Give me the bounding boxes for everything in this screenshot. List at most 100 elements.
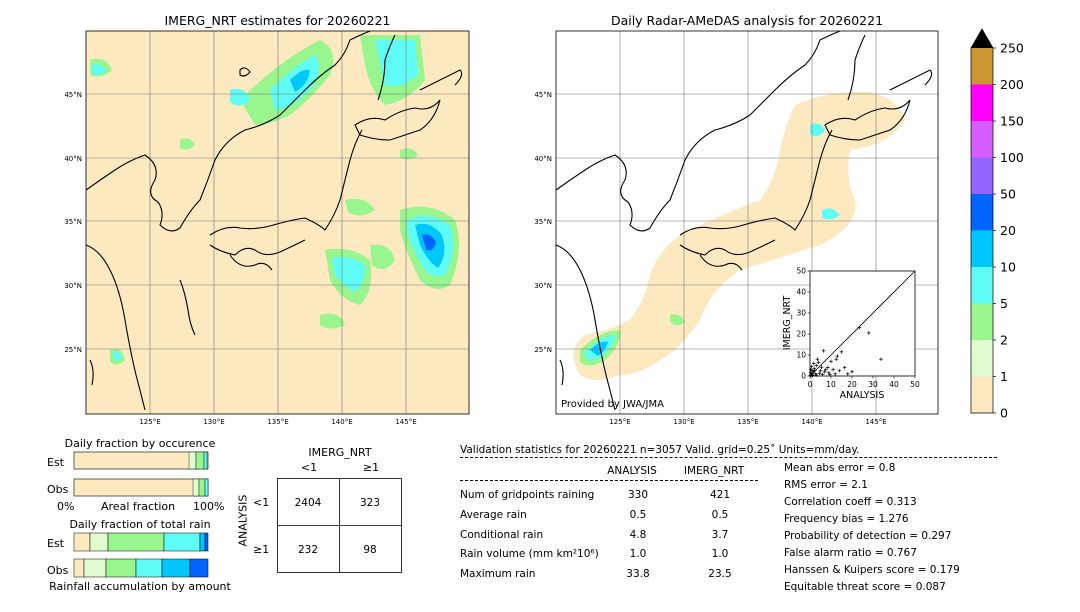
colorbar-tick-label: 50 [1000, 187, 1016, 202]
scatter-ylabel: IMERG_NRT [782, 296, 793, 351]
occurrence-bars [73, 451, 209, 497]
left-map-frame [85, 30, 470, 415]
stat-label: Rain volume (mm km²10⁶) [460, 548, 599, 560]
right-lon-label: 135°E [737, 418, 758, 426]
score-line: Correlation coeff = 0.313 [784, 496, 917, 508]
scatter-y-tick: 0 [801, 372, 806, 381]
colorbar-tick-label: 0 [1000, 406, 1008, 421]
stat-analysis: 1.0 [629, 548, 647, 560]
score-line: RMS error = 2.1 [784, 479, 868, 491]
scatter-y-tick: 50 [796, 267, 806, 276]
score-line: Probability of detection = 0.297 [784, 530, 952, 542]
score-line: Hanssen & Kuipers score = 0.179 [784, 564, 960, 576]
right-lat-label: 40°N [534, 155, 552, 163]
colorbar-tick-label: 2 [1000, 333, 1008, 348]
colorbar-segment [971, 230, 993, 267]
contingency-row-label: <1 [253, 496, 270, 509]
left-lon-label: 125°E [139, 418, 160, 426]
left-lat-label: 35°N [64, 218, 82, 226]
scatter-x-tick: 20 [847, 380, 857, 389]
stat-imerg: 1.0 [711, 548, 729, 560]
left-rain-patches [90, 35, 459, 365]
total-rain-bars [73, 532, 209, 578]
scatter-point [814, 373, 819, 377]
contingency-row-label: ≥1 [253, 543, 270, 556]
scatter-point [834, 357, 839, 361]
total-rain-row-label: Est [47, 537, 64, 550]
scatter-xlabel: ANALYSIS [840, 390, 885, 401]
scatter-point [839, 350, 844, 354]
right-lon-label: 130°E [673, 418, 694, 426]
scatter-y-tick: 10 [796, 351, 806, 360]
colorbar-tick-label: 10 [1000, 260, 1016, 275]
contingency-table: 2404 323 232 98 [277, 478, 402, 573]
scatter-points [808, 325, 883, 378]
occurrence-row-label: Est [47, 456, 64, 469]
scatter-point [879, 357, 883, 361]
scatter-point [846, 372, 850, 376]
scatter-point [828, 372, 832, 377]
scatter-point [820, 372, 825, 377]
scatter-point [822, 370, 827, 374]
scatter-point [850, 370, 854, 374]
scatter-x-tick: 0 [808, 380, 813, 389]
left-map-grid [86, 31, 469, 414]
scatter-point [819, 365, 824, 369]
colorbar-tick-label: 5 [1000, 296, 1008, 311]
contingency-col-label: <1 [300, 461, 318, 474]
left-lon-label: 135°E [267, 418, 288, 426]
left-lon-label: 140°E [331, 418, 352, 426]
scatter-point [816, 360, 821, 365]
contingency-cell: 98 [363, 544, 376, 556]
right-lat-label: 30°N [534, 282, 552, 290]
scatter-x-tick: 30 [868, 380, 878, 389]
right-lat-label: 35°N [534, 218, 552, 226]
scatter-point [818, 368, 823, 373]
left-map-title: IMERG_NRT estimates for 20260221 [164, 13, 391, 28]
scatter-plot: 0 10 20 30 40 50 0 10 20 30 40 50 ANALYSIS IMERG_NR… [782, 267, 920, 402]
score-line: Frequency bias = 1.276 [784, 513, 909, 525]
left-lat-label: 45°N [64, 91, 82, 99]
validation-divider [460, 457, 997, 458]
validation-header: Validation statistics for 20260221 n=305… [460, 444, 860, 456]
scatter-y-tick: 30 [796, 309, 806, 318]
colorbar-segment [971, 84, 993, 121]
scatter-point [867, 331, 871, 335]
scatter-point [817, 371, 822, 376]
right-lon-label: 145°E [865, 418, 886, 426]
scatter-point [829, 359, 833, 364]
scatter-point [809, 364, 814, 369]
colorbar-segment [971, 121, 993, 158]
occurrence-row-label: Obs [47, 483, 69, 496]
scatter-point [857, 325, 862, 330]
contingency-cell: 323 [360, 497, 380, 509]
colorbar-segment [971, 340, 993, 377]
occurrence-title: Daily fraction by occurence [64, 437, 216, 450]
scatter-diagonal [809, 270, 916, 377]
scatter-point [808, 373, 813, 378]
total-rain-row-label: Obs [47, 564, 69, 577]
left-lat-label: 25°N [64, 346, 82, 354]
left-lon-label: 130°E [203, 418, 224, 426]
left-map: 45°N 40°N 35°N 30°N 25°N 125°E 130°E 135… [64, 30, 470, 426]
scatter-y-tick: 20 [796, 330, 806, 339]
stat-label: Num of gridpoints raining [460, 489, 595, 501]
scatter-point [837, 368, 842, 373]
contingency-col-label: ≥1 [362, 461, 380, 474]
scatter-point [814, 363, 819, 368]
total-rain-title: Daily fraction of total rain [69, 518, 211, 531]
right-lon-label: 125°E [609, 418, 630, 426]
score-line: Equitable threat score = 0.087 [784, 581, 946, 593]
score-line: Mean abs error = 0.8 [784, 462, 896, 474]
stat-analysis: 4.8 [629, 529, 647, 541]
right-analysis-coverage [573, 91, 905, 380]
stat-imerg: 3.7 [711, 529, 729, 541]
stat-analysis: 33.8 [626, 568, 650, 580]
left-coastlines [85, 30, 463, 411]
scatter-point [811, 361, 816, 366]
contingency-row-header: ANALYSIS [236, 494, 250, 547]
scatter-point [835, 354, 840, 358]
scatter-point [827, 371, 831, 375]
data-credit: Provided by JWA/JMA [561, 399, 664, 410]
colorbar-tick-label: 100 [1000, 150, 1024, 165]
